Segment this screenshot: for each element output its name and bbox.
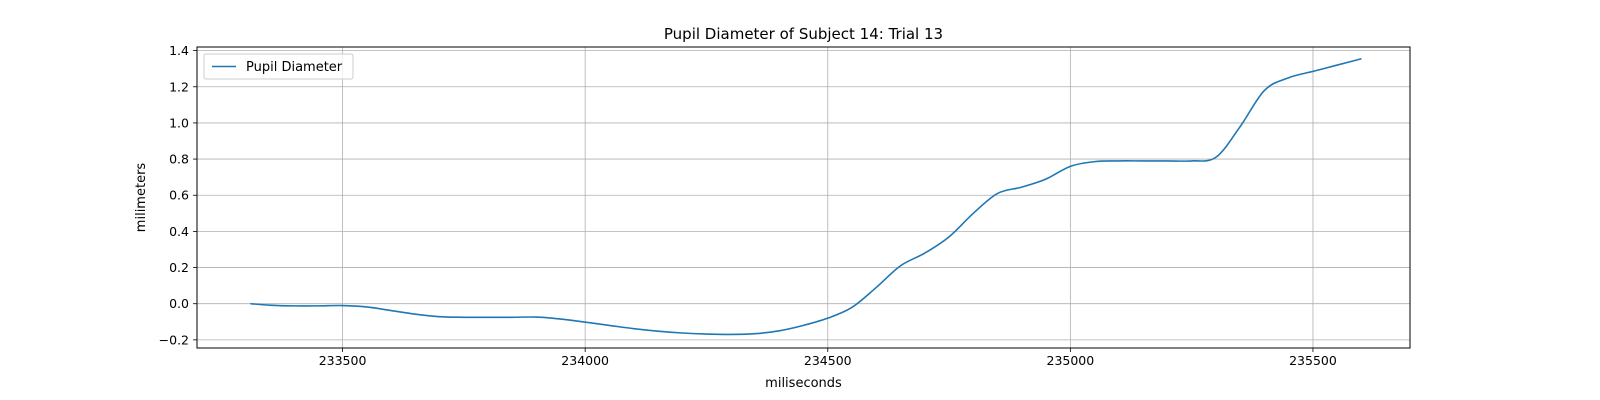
series-group: [250, 57, 1362, 336]
x-axis-label: miliseconds: [765, 376, 842, 391]
grid: [197, 47, 1410, 348]
y-tick-label: 1.0: [169, 115, 189, 130]
y-tick-label: 0.6: [169, 188, 189, 203]
y-tick-label: −0.2: [159, 332, 189, 347]
x-tick-label: 233500: [319, 353, 367, 368]
y-tick-label: 0.2: [169, 260, 189, 275]
y-tick-label: 1.4: [169, 43, 189, 58]
legend-box: [203, 53, 354, 80]
y-tick-label: 0.0: [169, 296, 189, 311]
chart-title: Pupil Diameter of Subject 14: Trial 13: [664, 25, 943, 43]
y-axis-label: milimeters: [134, 163, 149, 233]
y-tick-label: 0.4: [169, 224, 189, 239]
ticks: 233500 234000 234500 235000 235500 −0.2 0.0 0.2…: [159, 43, 1337, 368]
x-tick-label: 234000: [561, 353, 609, 368]
series-line-pupil-diameter: [250, 57, 1362, 336]
x-tick-label: 234500: [804, 353, 852, 368]
plot-frame: [196, 46, 1411, 349]
legend: Pupil Diameter: [203, 53, 354, 80]
y-tick-label: 1.2: [169, 79, 189, 94]
y-tick-label: 0.8: [169, 152, 189, 167]
x-tick-label: 235000: [1047, 353, 1095, 368]
x-tick-label: 235500: [1289, 353, 1337, 368]
legend-label-pupil-diameter: Pupil Diameter: [246, 60, 343, 75]
